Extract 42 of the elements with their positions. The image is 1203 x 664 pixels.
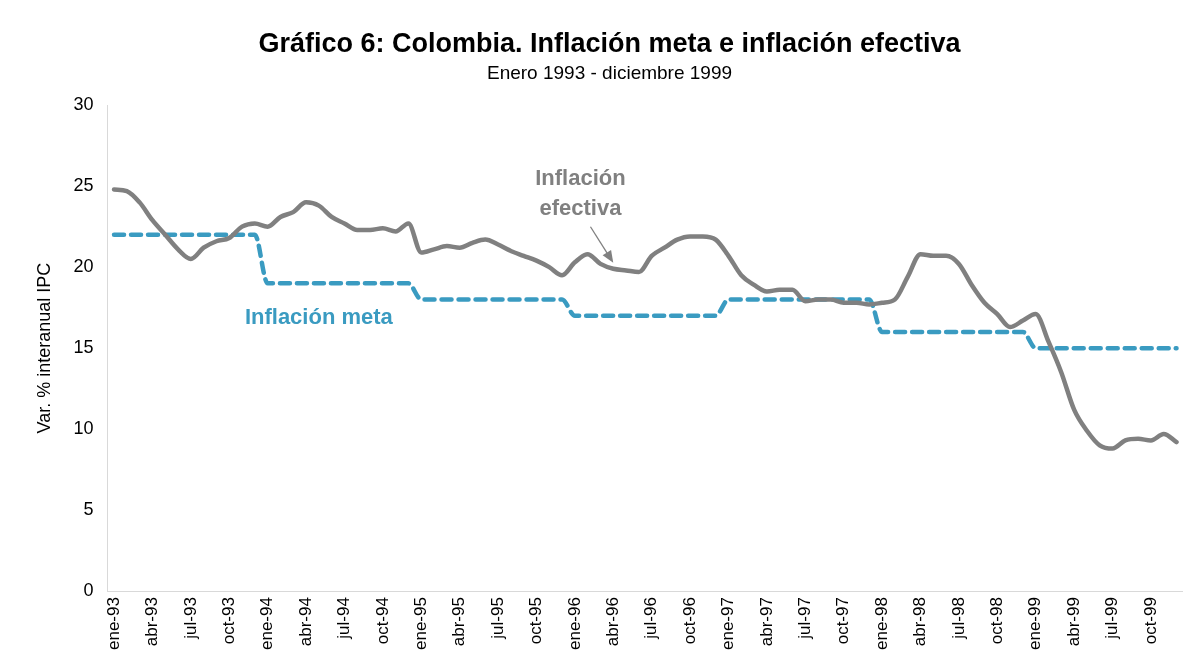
x-tick-label: ene-95 <box>410 597 430 650</box>
x-tick-label: ene-94 <box>257 597 277 650</box>
x-tick-label: oct-93 <box>218 597 238 645</box>
y-axis-title: Var. % interanual IPC <box>33 262 54 434</box>
line-series <box>111 187 1179 451</box>
x-tick-label: oct-99 <box>1140 597 1160 645</box>
x-tick-label: abr-96 <box>602 597 622 647</box>
x-tick-label: oct-97 <box>833 597 853 645</box>
x-tick-label: ene-97 <box>718 597 738 650</box>
x-tick-label: oct-94 <box>372 597 392 645</box>
series-label: Inflación efectiva <box>535 164 626 220</box>
y-tick-label: 20 <box>73 256 94 277</box>
x-tick-label: jul-95 <box>487 597 507 640</box>
x-tick-label: jul-94 <box>334 597 354 640</box>
x-tick-label: ene-96 <box>564 597 584 650</box>
chart-title: Gráfico 6: Colombia. Inflación meta e inflación efectiva <box>258 27 962 58</box>
chart-subtitle: Enero 1993 - diciembre 1999 <box>486 62 733 84</box>
y-tick-label: 5 <box>83 499 94 520</box>
x-tick-label: abr-95 <box>449 597 469 647</box>
x-tick-label: jul-93 <box>180 597 200 640</box>
line-series <box>111 232 1179 351</box>
x-tick-label: jul-96 <box>641 597 661 640</box>
x-tick-label: ene-99 <box>1025 597 1045 650</box>
x-tick-label: ene-93 <box>103 597 123 650</box>
y-tick-label: 10 <box>73 418 94 439</box>
x-tick-label: abr-99 <box>1063 597 1083 647</box>
x-tick-label: jul-97 <box>794 597 814 640</box>
x-tick-label: abr-94 <box>295 597 315 647</box>
x-tick-label: abr-97 <box>756 597 776 647</box>
x-tick-label: jul-99 <box>1102 597 1122 640</box>
x-tick-label: jul-98 <box>948 597 968 640</box>
x-tick-label: abr-93 <box>142 597 162 647</box>
y-tick-label: 25 <box>73 175 94 196</box>
y-tick-label: 30 <box>73 94 94 115</box>
series-label: Inflación meta <box>244 304 394 330</box>
x-tick-label: oct-95 <box>526 597 546 645</box>
y-tick-label: 0 <box>83 580 94 601</box>
x-tick-label: ene-98 <box>871 597 891 650</box>
x-tick-label: oct-98 <box>986 597 1006 645</box>
x-tick-label: oct-96 <box>679 597 699 645</box>
x-tick-label: abr-98 <box>910 597 930 647</box>
y-tick-label: 15 <box>73 337 94 358</box>
